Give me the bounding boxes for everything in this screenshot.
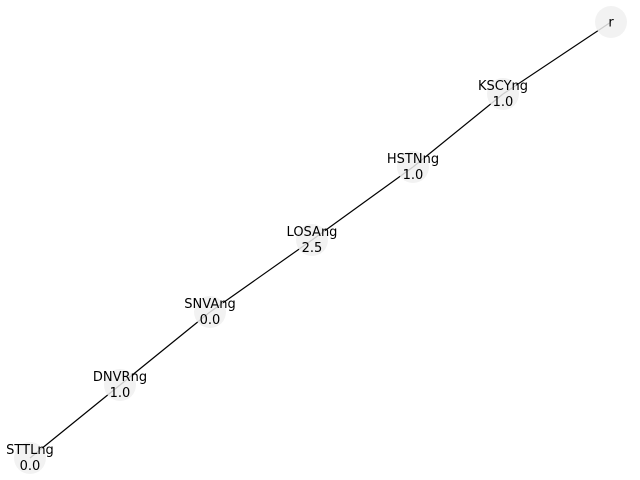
node-name-label: r xyxy=(608,16,614,31)
node-circle xyxy=(595,6,627,38)
node-circle xyxy=(397,151,429,183)
edge-DNVRng-STTLng xyxy=(29,384,121,459)
node-name-label: LOSAng xyxy=(287,225,338,240)
node-name-label: DNVRng xyxy=(93,370,147,385)
edge-layer xyxy=(29,21,612,459)
node-name-label: STTLng xyxy=(6,443,54,458)
node-circle xyxy=(194,296,226,328)
edge-r-KSCYng xyxy=(502,21,612,95)
node-value-label: 1.0 xyxy=(110,386,131,401)
node-name-label: KSCYng xyxy=(478,79,528,94)
node-value-label: 0.0 xyxy=(200,313,221,328)
edge-LOSAng-SNVAng xyxy=(209,239,313,313)
node-circle xyxy=(14,442,46,474)
node-value-label: 1.0 xyxy=(493,95,514,110)
edge-HSTNng-LOSAng xyxy=(311,166,414,241)
node-value-label: 2.5 xyxy=(302,241,323,256)
edge-SNVAng-DNVRng xyxy=(119,311,211,386)
node-r: r xyxy=(595,6,627,38)
node-layer: rKSCYng1.0HSTNng1.0LOSAng2.5SNVAng0.0DNV… xyxy=(6,6,627,474)
node-circle xyxy=(296,224,328,256)
node-name-label: SNVAng xyxy=(184,297,235,312)
node-value-label: 1.0 xyxy=(403,168,424,183)
node-circle xyxy=(487,78,519,110)
node-circle xyxy=(104,369,136,401)
edge-KSCYng-HSTNng xyxy=(412,93,504,168)
node-value-label: 0.0 xyxy=(20,459,41,474)
node-name-label: HSTNng xyxy=(387,152,439,167)
